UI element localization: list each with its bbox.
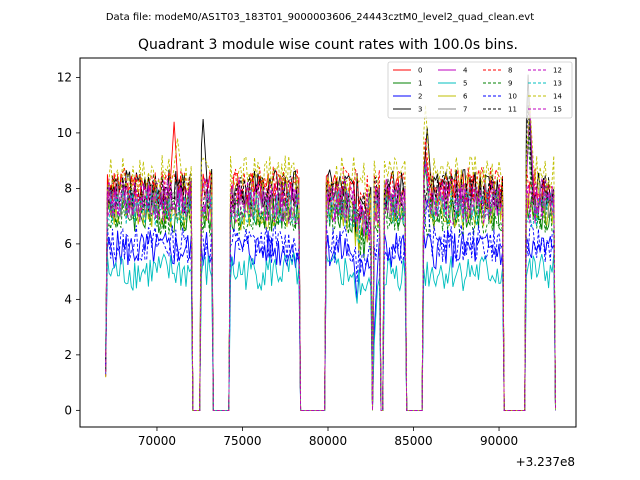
series-group — [105, 74, 556, 411]
y-axis: 0 2 4 6 8 10 12 — [57, 70, 80, 417]
y-tick-label: 4 — [64, 292, 72, 306]
legend-label-module-10: 10 — [508, 93, 517, 101]
legend-label-module-3: 3 — [418, 106, 422, 114]
series-line-module-11 — [105, 105, 556, 411]
legend-label-module-11: 11 — [508, 106, 517, 114]
legend-label-module-13: 13 — [553, 80, 562, 88]
x-offset-label: +3.237e8 — [516, 455, 575, 469]
legend-label-module-5: 5 — [463, 80, 467, 88]
chart-suptitle: Data file: modeM0/AS1T03_183T01_90000036… — [106, 12, 534, 23]
series-line-module-5 — [105, 251, 556, 411]
series-line-module-10 — [105, 199, 556, 411]
legend-label-module-0: 0 — [418, 67, 422, 75]
y-tick-label: 0 — [64, 403, 72, 417]
legend-box — [387, 61, 573, 119]
legend-label-module-15: 15 — [553, 106, 562, 114]
y-tick-label: 12 — [57, 70, 72, 84]
x-tick-label: 85000 — [394, 434, 432, 448]
legend-label-module-1: 1 — [418, 80, 422, 88]
legend-label-module-12: 12 — [553, 67, 562, 75]
legend-label-module-14: 14 — [553, 93, 562, 101]
x-tick-label: 75000 — [223, 434, 261, 448]
x-axis: 70000 75000 80000 85000 90000 — [138, 427, 518, 448]
legend-label-module-6: 6 — [463, 93, 468, 101]
x-tick-label: 80000 — [309, 434, 347, 448]
series-line-module-9 — [105, 132, 556, 411]
y-tick-label: 10 — [57, 126, 72, 140]
x-tick-label: 90000 — [480, 434, 518, 448]
legend-label-module-8: 8 — [508, 67, 512, 75]
series-line-module-12 — [105, 160, 556, 411]
chart-title: Quadrant 3 module wise count rates with … — [138, 37, 518, 53]
y-tick-label: 2 — [64, 348, 72, 362]
series-line-module-14 — [105, 102, 556, 411]
x-tick-label: 70000 — [138, 434, 176, 448]
legend-label-module-2: 2 — [418, 93, 422, 101]
series-line-module-2 — [105, 230, 556, 411]
legend-label-module-7: 7 — [463, 106, 467, 114]
legend-label-module-9: 9 — [508, 80, 512, 88]
y-tick-label: 8 — [64, 181, 72, 195]
series-line-module-15 — [105, 163, 556, 411]
series-line-module-13 — [105, 160, 556, 411]
legend-label-module-4: 4 — [463, 67, 468, 75]
y-tick-label: 6 — [64, 237, 72, 251]
